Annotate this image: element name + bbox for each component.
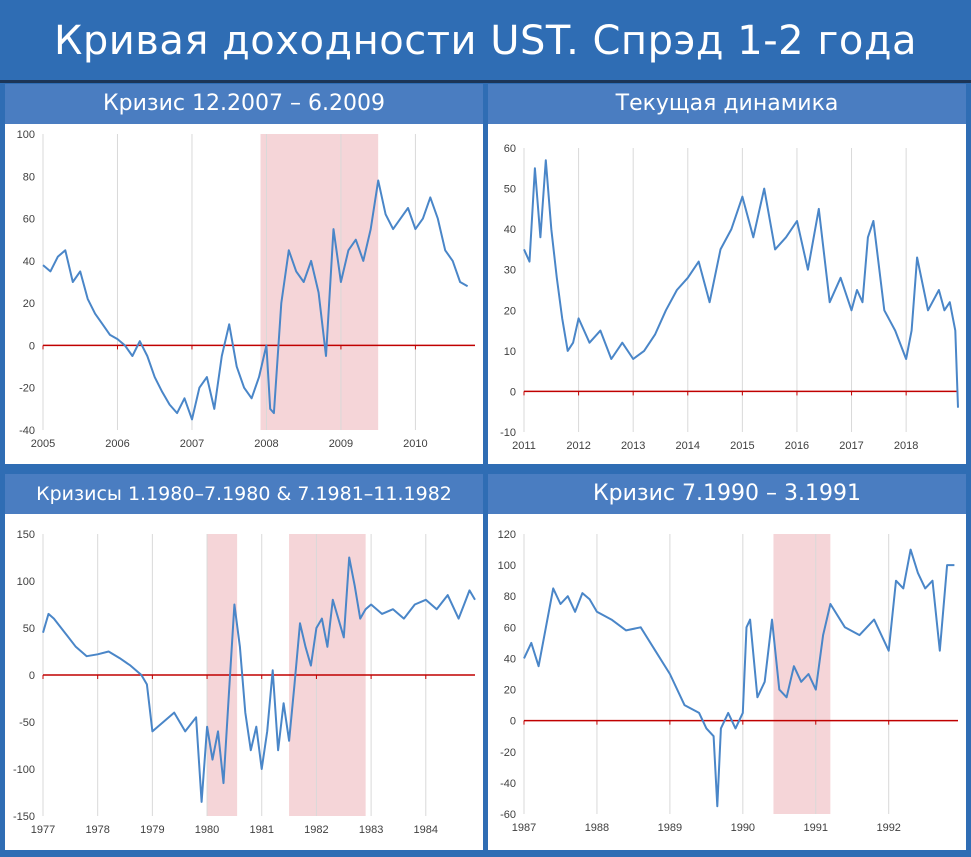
x-tick-label: 1982 (304, 824, 328, 836)
x-tick-label: 1978 (85, 824, 109, 836)
series-line (42, 556, 476, 803)
y-tick-label: 0 (510, 716, 516, 728)
x-tick-label: 2012 (566, 440, 590, 452)
series-line (523, 548, 955, 808)
y-tick-label: 20 (504, 685, 516, 697)
line-chart: 2005 2006 2007 2008 2009 2010 -40 -20 0 20 40 60 80 1… (17, 129, 475, 450)
y-tick-label: -10 (500, 427, 516, 439)
chart-plot: 2011 2012 2013 2014 2015 2016 2017 2018 -10 0 10 20… (488, 124, 966, 464)
x-tick-label: 1992 (876, 822, 900, 834)
y-tick-label: -20 (500, 747, 516, 759)
x-tick-label: 2014 (676, 440, 700, 452)
x-tick-label: 2016 (785, 440, 809, 452)
y-tick-label: 100 (17, 576, 35, 588)
series-line (523, 159, 959, 408)
y-tick-label: -60 (500, 809, 516, 821)
chart-panel-crisis-1990: Кризис 7.1990 – 3.1991 1987 1988 1989 1990 1… (488, 474, 966, 850)
title-divider (0, 80, 971, 83)
y-tick-label: 50 (504, 184, 516, 196)
series-line (42, 179, 469, 421)
x-tick-label: 2018 (894, 440, 918, 452)
x-tick-label: 1991 (804, 822, 828, 834)
chart-title: Кризисы 1.1980–7.1980 & 7.1981–11.1982 (5, 474, 483, 514)
chart-panel-crisis-1980: Кризисы 1.1980–7.1980 & 7.1981–11.1982 1… (5, 474, 483, 850)
y-tick-label: 10 (504, 346, 516, 358)
y-tick-label: 20 (504, 305, 516, 317)
y-tick-label: -40 (500, 778, 516, 790)
y-tick-label: -20 (19, 383, 35, 395)
y-tick-label: 50 (23, 623, 35, 635)
chart-plot: 1977 1978 1979 1980 1981 1982 1983 1984 -150 -100… (5, 514, 483, 850)
y-tick-label: 40 (504, 224, 516, 236)
x-tick-label: 2008 (254, 438, 278, 450)
x-tick-label: 1981 (249, 824, 273, 836)
y-tick-label: 40 (504, 653, 516, 665)
y-tick-label: 60 (504, 622, 516, 634)
x-tick-label: 1977 (31, 824, 55, 836)
y-tick-label: 100 (498, 560, 516, 572)
chart-panel-crisis-2007: Кризис 12.2007 – 6.2009 2005 2006 2007 2008… (5, 84, 483, 464)
x-tick-label: 2015 (730, 440, 754, 452)
y-tick-label: 40 (23, 256, 35, 268)
y-tick-label: 0 (29, 670, 35, 682)
x-tick-label: 1983 (359, 824, 383, 836)
x-tick-label: 2013 (621, 440, 645, 452)
x-tick-label: 2017 (839, 440, 863, 452)
x-tick-label: 2011 (512, 440, 536, 452)
y-tick-label: 80 (504, 591, 516, 603)
page-title: Кривая доходности UST. Спрэд 1-2 года (54, 18, 917, 64)
line-chart: 1977 1978 1979 1980 1981 1982 1983 1984 -150 -100… (13, 529, 476, 836)
line-chart: 2011 2012 2013 2014 2015 2016 2017 2018 -10 0 10 20… (500, 143, 959, 452)
y-tick-label: -150 (13, 811, 35, 823)
y-tick-label: -50 (19, 717, 35, 729)
x-tick-label: 2010 (403, 438, 427, 450)
crisis-band (260, 134, 379, 430)
y-tick-label: 0 (510, 386, 516, 398)
x-tick-label: 2007 (180, 438, 204, 450)
x-tick-label: 1989 (658, 822, 682, 834)
y-tick-label: 30 (504, 265, 516, 277)
chart-title: Текущая динамика (488, 84, 966, 124)
y-tick-label: -40 (19, 425, 35, 437)
x-tick-label: 1984 (414, 824, 438, 836)
x-tick-label: 2006 (105, 438, 129, 450)
y-tick-label: 60 (23, 214, 35, 226)
chart-title: Кризис 12.2007 – 6.2009 (5, 84, 483, 124)
y-tick-label: 20 (23, 298, 35, 310)
y-tick-label: 150 (17, 529, 35, 541)
x-tick-label: 1988 (585, 822, 609, 834)
line-chart: 1987 1988 1989 1990 1991 1992 -60 -40 -20 0 20 40 60… (498, 529, 958, 834)
y-tick-label: 120 (498, 529, 516, 541)
x-tick-label: 2005 (31, 438, 55, 450)
chart-title: Кризис 7.1990 – 3.1991 (488, 474, 966, 514)
x-tick-label: 1987 (512, 822, 536, 834)
chart-panel-current: Текущая динамика 2011 2012 2013 2014 2015 201… (488, 84, 966, 464)
x-tick-label: 1980 (195, 824, 219, 836)
x-tick-label: 1979 (140, 824, 164, 836)
x-tick-label: 2009 (329, 438, 353, 450)
y-tick-label: -100 (13, 764, 35, 776)
chart-plot: 2005 2006 2007 2008 2009 2010 -40 -20 0 20 40 60 80 1… (5, 124, 483, 464)
y-tick-label: 80 (23, 171, 35, 183)
y-tick-label: 100 (17, 129, 35, 141)
chart-plot: 1987 1988 1989 1990 1991 1992 -60 -40 -20 0 20 40 60… (488, 514, 966, 850)
x-tick-label: 1990 (731, 822, 755, 834)
y-tick-label: 60 (504, 143, 516, 155)
y-tick-label: 0 (29, 340, 35, 352)
crisis-band (773, 534, 831, 814)
